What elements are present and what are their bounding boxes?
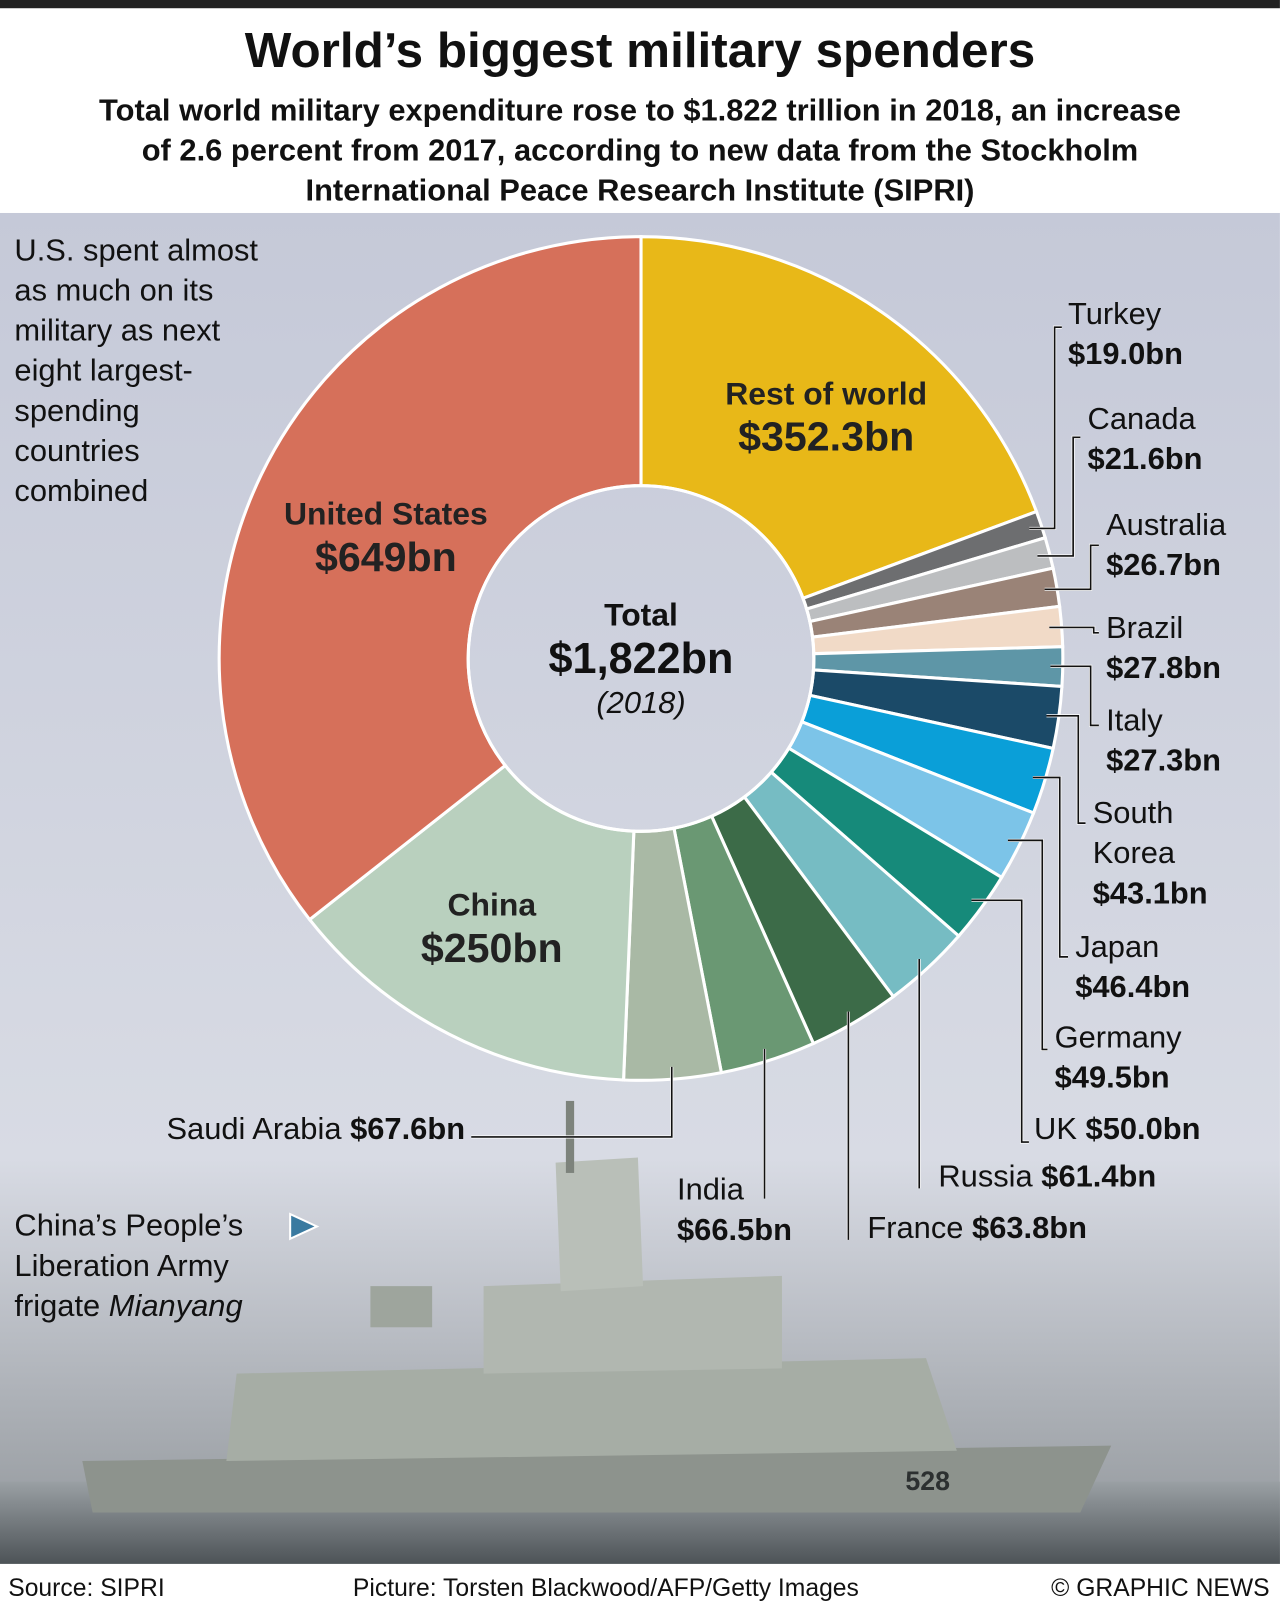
ship-photo: 528 [0,1100,1280,1564]
source: Source: SIPRI [8,1574,165,1602]
slice-value: $352.3bn [738,414,914,460]
slice-name: Italy [1106,703,1163,738]
slice-name: France [867,1211,964,1245]
slice-value: $63.8bn [972,1211,1087,1245]
leader-line [471,1066,673,1138]
slice-label: Turkey $19.0bn [1068,294,1183,374]
slice-value: $26.7bn [1106,548,1222,583]
annotation-line: eight largest- [14,353,193,388]
hull-number: 528 [905,1466,950,1496]
slice-name: United States [284,496,488,532]
leader-line [971,899,1029,1143]
slice-label: Germany $49.5bn [1055,1018,1182,1098]
slice-label: France $63.8bn [867,1208,1087,1248]
slice-label: UK $50.0bn [1034,1109,1200,1149]
annotation-line: military as next [14,313,221,348]
slice-name: China [448,887,537,923]
leader-line [1046,715,1086,824]
slice-label: Saudi Arabia $67.6bn [166,1109,465,1149]
subtitle-line: of 2.6 percent from 2017, according to n… [141,133,1139,168]
slice-name: South Korea [1092,796,1176,871]
photo-caption: China’s People’s Liberation Army frigate M… [14,1206,243,1326]
slice-name: Canada [1087,402,1196,437]
slice-name: Saudi Arabia [166,1112,342,1147]
subtitle-line: Total world military expenditure rose to… [99,93,1181,128]
leader-line [1044,544,1099,591]
caption-line: frigate Mianyang [14,1286,243,1326]
leader-line [1029,326,1062,530]
subtitle: Total world military expenditure rose to… [0,91,1280,211]
title: World’s biggest military spenders [244,23,1036,79]
slice-label: Japan $46.4bn [1075,927,1190,1007]
slice-name: Turkey [1067,297,1162,332]
caption-line: Liberation Army [14,1249,229,1284]
credit: Picture: Torsten Blackwood/AFP/Getty Ima… [352,1574,859,1602]
slice-name: Brazil [1106,611,1184,646]
center-label: Total [604,597,678,633]
annotation-line: spending [14,394,140,429]
slice-label: Italy $27.3bn [1106,701,1221,781]
leader-line [1037,436,1081,557]
annotation: U.S. spent almost as much on its military … [14,230,258,511]
slice-name: Germany [1054,1020,1182,1055]
slice-value: $66.5bn [677,1213,792,1248]
slice-value: $649bn [315,534,457,580]
slice-value: $43.1bn [1092,876,1208,911]
donut-hole [466,484,816,833]
slice-value: $49.5bn [1054,1060,1170,1095]
caption-line: China’s People’s [14,1208,244,1243]
annotation-line: as much on its [14,273,214,308]
slice-value: $19.0bn [1067,337,1183,372]
slice-name: India [677,1172,744,1207]
slice-value: $27.8bn [1106,651,1222,686]
slice-name: UK [1034,1112,1077,1147]
slice-label: South Korea $43.1bn [1092,793,1208,913]
slice-label: Brazil $27.8bn [1106,608,1221,688]
slices [217,235,1065,1082]
slice-value: $46.4bn [1075,970,1191,1005]
leader-line [1007,839,1048,1051]
slice-name: Australia [1106,508,1227,543]
slice-value: $50.0bn [1085,1112,1201,1147]
center-label: $1,822bn [549,635,734,683]
top-bar [0,0,1280,9]
slice-name: Russia [938,1159,1033,1194]
slice-value: $250bn [421,925,563,971]
slice-value: $67.6bn [350,1112,466,1147]
ship-name: Mianyang [108,1289,243,1324]
slice-name: Japan [1075,930,1160,965]
slice-label: Russia $61.4bn [938,1156,1156,1196]
slice-value: $61.4bn [1041,1159,1157,1194]
annotation-line: countries [14,434,140,469]
annotation-line: combined [14,474,149,509]
slice-name: Rest of world [725,375,927,411]
slice-label: India $66.5bn [677,1170,792,1250]
leader-line [1050,665,1099,727]
subtitle-line: International Peace Research Institute (… [305,173,975,208]
slice-label: Australia $26.7bn [1106,505,1226,585]
slice-value: $21.6bn [1087,442,1203,477]
footer-bg [0,1563,1280,1615]
annotation-line: U.S. spent almost [14,233,259,268]
caption-text: frigate [14,1289,101,1324]
slice-label: Canada $21.6bn [1088,399,1203,479]
caption-arrow [289,1212,320,1241]
center-label: (2018) [596,685,685,720]
slice-value: $27.3bn [1106,743,1222,778]
leader-line [1032,776,1068,958]
leader-line [1049,626,1099,634]
copyright: © GRAPHIC NEWS [1051,1574,1270,1602]
